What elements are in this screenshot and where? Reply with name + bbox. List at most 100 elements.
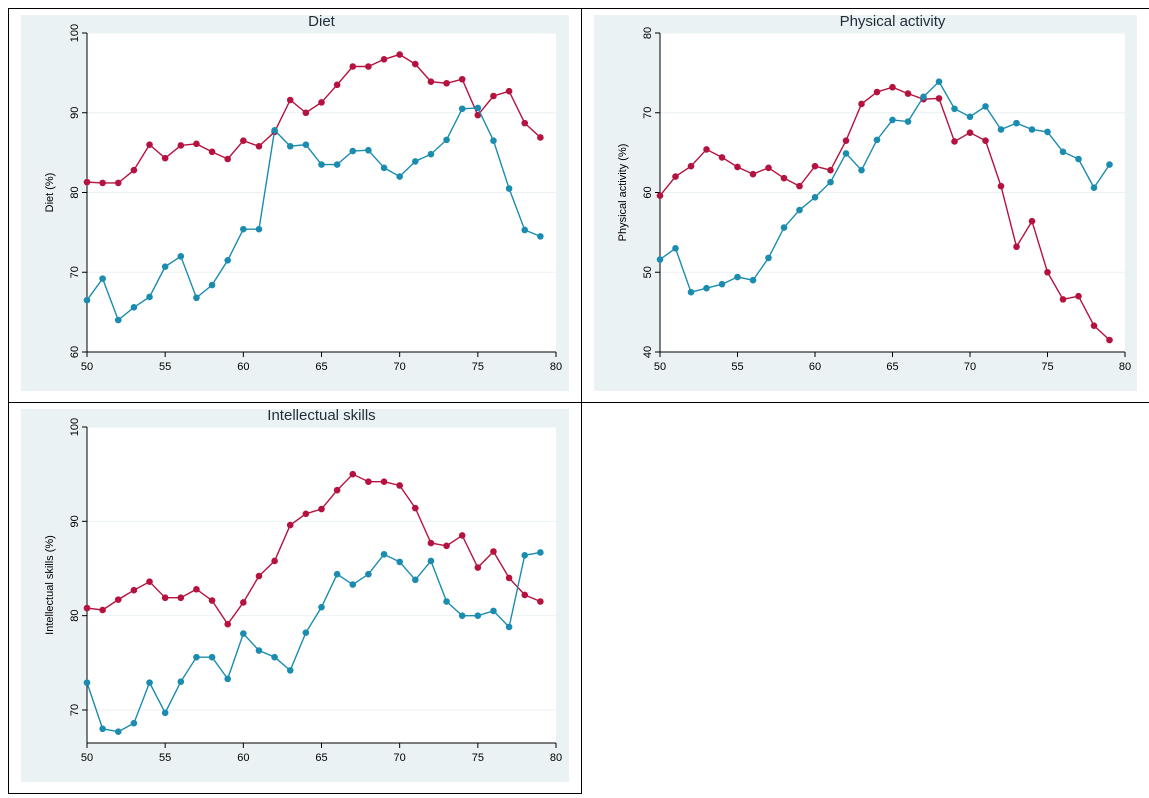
series-0-point <box>412 504 419 512</box>
series-0-point <box>161 154 169 162</box>
series-1-point <box>208 281 216 289</box>
plot-area <box>87 427 556 743</box>
series-0-point <box>718 154 726 161</box>
series-1-point <box>889 116 896 124</box>
series-1-point <box>161 263 169 270</box>
series-0-point <box>146 141 153 148</box>
series-1-point <box>146 679 153 686</box>
series-1-point <box>873 136 881 144</box>
series-1-point <box>780 224 788 231</box>
series-0-point <box>318 99 325 106</box>
series-0-point <box>365 63 372 70</box>
x-tick-label: 65 <box>315 361 327 373</box>
series-0-point <box>474 564 482 571</box>
series-0-point <box>982 137 989 144</box>
series-0-point <box>966 129 974 136</box>
series-1-point <box>99 725 106 733</box>
series-0-point <box>286 96 294 104</box>
x-tick-label: 80 <box>550 752 562 764</box>
chart-title: Intellectual skills <box>267 407 375 424</box>
series-1-point <box>349 147 357 155</box>
y-tick-label: 80 <box>69 186 81 198</box>
series-0-point <box>83 178 91 186</box>
x-tick-label: 60 <box>237 361 249 373</box>
series-1-point <box>490 607 497 615</box>
series-0-point <box>935 95 943 102</box>
x-tick-label: 55 <box>159 361 171 373</box>
series-0-point <box>521 119 529 127</box>
series-0-point <box>193 140 200 148</box>
series-0-point <box>796 182 803 190</box>
series-1-point <box>796 206 803 214</box>
series-1-point <box>935 78 943 85</box>
series-1-point <box>224 675 231 683</box>
series-1-point <box>521 226 529 234</box>
chart-panel-intellectual-skills: 50 55 60 65 70 75 80 70 80 90 100 Intellectual skil… <box>9 403 581 793</box>
series-0-point <box>396 482 403 489</box>
series-1-point <box>333 161 341 168</box>
x-tick-label: 75 <box>472 752 484 764</box>
series-0-point <box>114 596 122 603</box>
y-tick-label: 90 <box>69 107 81 119</box>
series-0-point <box>672 173 679 180</box>
series-0-point <box>997 182 1005 190</box>
series-0-point <box>427 539 435 547</box>
x-tick-label: 55 <box>731 361 743 373</box>
series-0-point <box>734 163 741 171</box>
series-0-point <box>412 60 419 68</box>
series-0-point <box>255 142 263 150</box>
series-1-point <box>412 158 419 165</box>
series-1-point <box>490 137 497 144</box>
grid-border-left <box>8 8 9 794</box>
series-1-point <box>1090 184 1098 192</box>
y-tick-label: 50 <box>642 266 654 278</box>
series-line-0 <box>86 473 541 626</box>
series-0-point <box>240 137 247 144</box>
series-0-point <box>99 606 106 614</box>
series-0-point <box>873 88 881 96</box>
series-1-point <box>904 118 912 125</box>
series-0-point <box>827 166 834 174</box>
series-1-point <box>396 173 403 180</box>
series-0-point <box>765 164 772 172</box>
series-0-point <box>1013 243 1020 251</box>
series-1-point <box>734 273 741 281</box>
x-tick-label: 75 <box>472 361 484 373</box>
series-1-point <box>161 709 169 717</box>
series-1-point <box>240 630 247 637</box>
x-tick-label: 75 <box>1041 361 1053 373</box>
series-1-point <box>443 136 450 144</box>
series-0-point <box>380 56 388 63</box>
x-tick-label: 80 <box>1119 361 1131 373</box>
series-1-point <box>427 557 435 565</box>
series-0-point <box>521 591 529 599</box>
series-1-point <box>271 126 278 134</box>
x-tick-label: 65 <box>315 752 327 764</box>
y-tick-label: 60 <box>69 346 81 358</box>
series-1-point <box>302 141 310 148</box>
y-tick-label: 60 <box>642 186 654 198</box>
series-1-point <box>83 296 91 304</box>
series-0-point <box>537 134 544 141</box>
series-1-point <box>951 105 958 113</box>
series-1-point <box>656 256 664 263</box>
series-0-point <box>177 142 185 149</box>
series-1-point <box>380 164 388 172</box>
series-1-point <box>537 233 544 240</box>
series-1-point <box>412 576 419 584</box>
series-0-point <box>904 90 912 97</box>
y-tick-label: 40 <box>642 346 654 358</box>
series-1-point <box>255 647 263 654</box>
series-0-point <box>1106 336 1113 344</box>
series-0-point <box>951 138 958 145</box>
y-tick-label: 100 <box>69 418 81 436</box>
series-1-point <box>114 728 122 735</box>
series-0-point <box>1059 296 1067 303</box>
x-tick-label: 50 <box>81 361 93 373</box>
series-1-point <box>365 570 372 578</box>
series-0-point <box>490 548 497 555</box>
intellectual-skills-chart: 50 55 60 65 70 75 80 70 80 90 100 Intellectual skil… <box>21 407 569 782</box>
x-tick-label: 70 <box>964 361 976 373</box>
y-axis-title: Physical activity (%) <box>617 144 629 242</box>
